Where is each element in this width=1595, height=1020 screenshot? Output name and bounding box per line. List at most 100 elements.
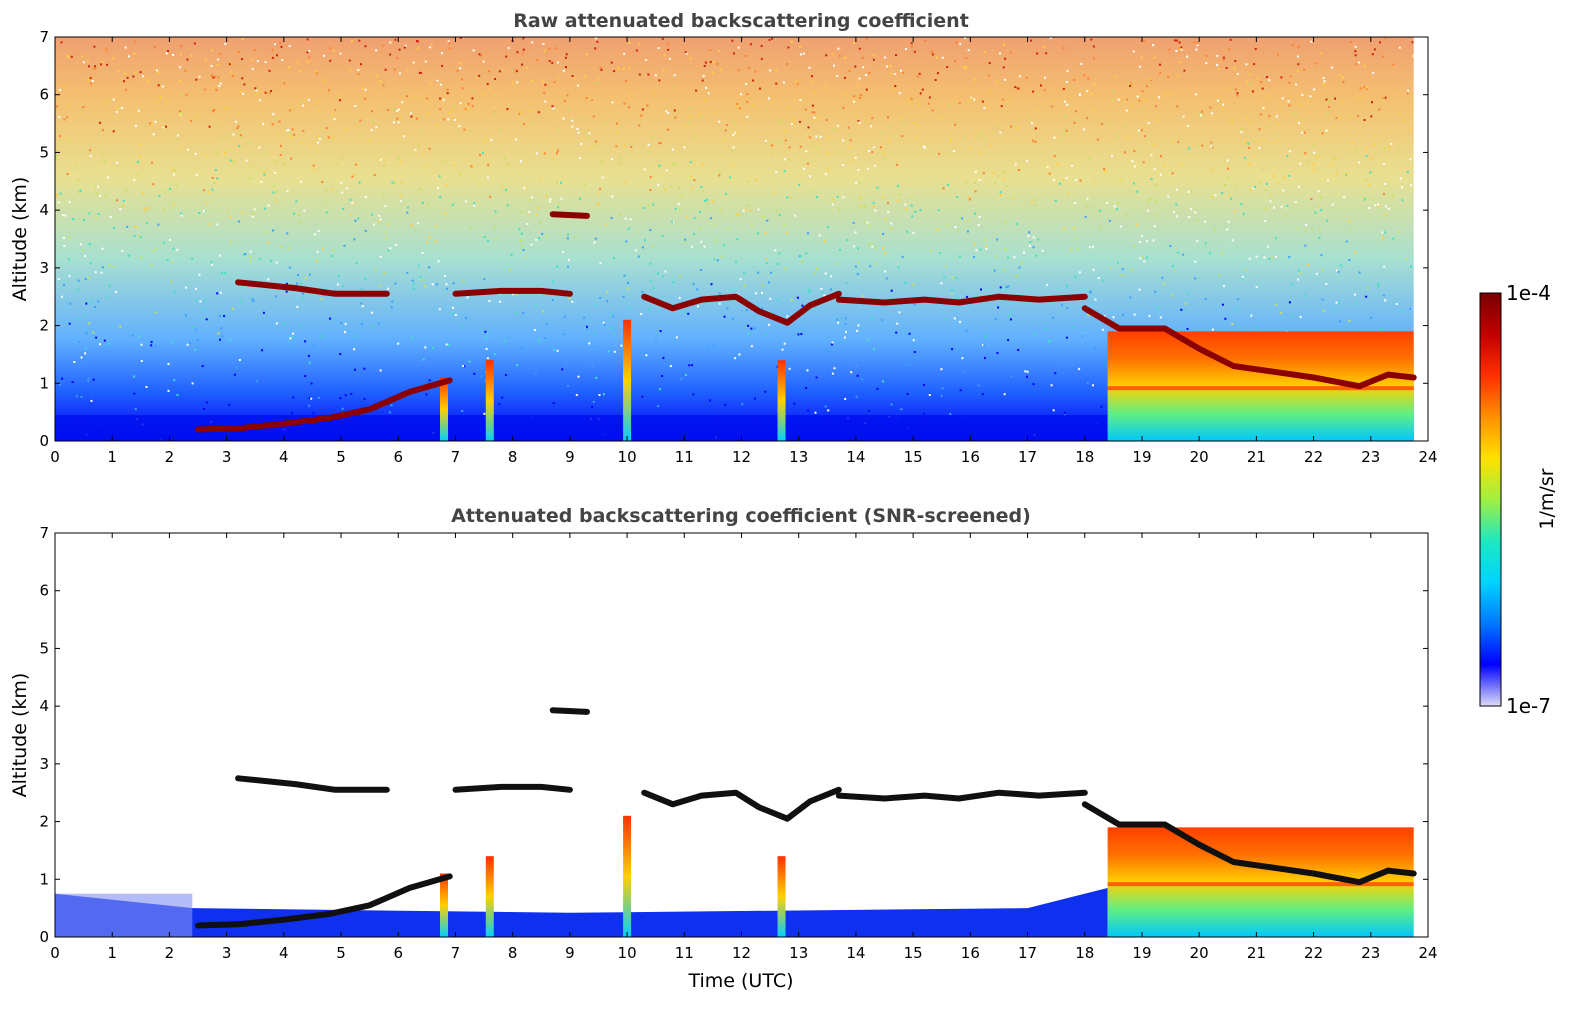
x-tick-label: 2 xyxy=(165,448,175,466)
x-tick-label: 5 xyxy=(336,944,346,962)
cloud-layer-5 xyxy=(195,873,453,929)
cloud-layer-1 xyxy=(452,783,573,793)
cloud-layer-3 xyxy=(835,789,1088,802)
y-tick-label: 7 xyxy=(39,524,49,542)
x-tick-label: 14 xyxy=(846,448,865,466)
y-tick-label: 5 xyxy=(39,143,49,161)
x-tick-label: 0 xyxy=(50,448,60,466)
plume-3 xyxy=(777,856,786,937)
raw-backscatter-panel: Raw attenuated backscattering coefficien… xyxy=(9,10,1438,466)
y-tick-label: 4 xyxy=(39,201,49,219)
raw-axes: 0 1 2 3 4 5 6 7 8 9 10 11 12 13 14 15 16 17 18 19 20 21 22 23 24… xyxy=(39,28,1437,466)
x-tick-label: 7 xyxy=(451,448,461,466)
aerosol-band xyxy=(1107,386,1414,391)
cloud-layer-3 xyxy=(835,293,1088,306)
raw-y-axis-label: Altitude (km) xyxy=(9,177,31,302)
cloud-layer-6 xyxy=(549,707,590,715)
plume-3 xyxy=(777,360,786,441)
colorbar-scale xyxy=(1479,292,1502,707)
y-tick-label: 2 xyxy=(39,813,49,831)
colorbar-min-label: 1e-7 xyxy=(1506,694,1551,718)
y-tick-label: 7 xyxy=(39,28,49,46)
x-tick-label: 10 xyxy=(618,448,637,466)
x-tick-label: 19 xyxy=(1132,944,1151,962)
cloud-layer-5 xyxy=(195,377,453,433)
plume-0 xyxy=(440,873,449,937)
x-tick-label: 23 xyxy=(1361,944,1380,962)
x-tick-label: 0 xyxy=(50,944,60,962)
plume-1 xyxy=(485,856,494,937)
x-tick-label: 7 xyxy=(451,944,461,962)
x-tick-label: 19 xyxy=(1132,448,1151,466)
raw-heatmap xyxy=(55,37,1428,441)
x-tick-label: 10 xyxy=(618,944,637,962)
x-tick-label: 22 xyxy=(1304,944,1323,962)
x-tick-label: 2 xyxy=(165,944,175,962)
x-tick-label: 3 xyxy=(222,448,232,466)
x-tick-label: 24 xyxy=(1418,448,1437,466)
x-tick-label: 6 xyxy=(393,448,403,466)
x-tick-label: 11 xyxy=(675,448,694,466)
colorbar-unit-label: 1/m/sr xyxy=(1536,468,1558,529)
x-tick-label: 16 xyxy=(961,448,980,466)
x-tick-label: 6 xyxy=(393,944,403,962)
y-tick-label: 3 xyxy=(39,259,49,277)
y-tick-label: 5 xyxy=(39,639,49,657)
y-tick-label: 1 xyxy=(39,374,49,392)
plume-0 xyxy=(440,377,449,441)
screened-backscatter-panel: Attenuated backscattering coefficient (S… xyxy=(9,505,1438,992)
x-tick-label: 11 xyxy=(675,944,694,962)
x-tick-label: 4 xyxy=(279,448,289,466)
screened-heatmap xyxy=(55,533,1428,937)
y-tick-label: 0 xyxy=(39,928,49,946)
cloud-layer-0 xyxy=(235,775,390,793)
plume-1 xyxy=(485,360,494,441)
x-tick-label: 21 xyxy=(1247,944,1266,962)
cloud-layer-0 xyxy=(235,279,390,297)
x-tick-label: 17 xyxy=(1018,944,1037,962)
screened-panel-title: Attenuated backscattering coefficient (S… xyxy=(451,505,1031,527)
cloud-layer-4 xyxy=(1081,801,1417,886)
x-tick-label: 12 xyxy=(732,944,751,962)
cloud-layer-2 xyxy=(641,290,842,326)
x-axis-label: Time (UTC) xyxy=(687,970,793,992)
x-tick-label: 18 xyxy=(1075,944,1094,962)
aerosol-band xyxy=(1107,882,1414,887)
y-tick-label: 4 xyxy=(39,697,49,715)
x-tick-label: 24 xyxy=(1418,944,1437,962)
y-tick-label: 6 xyxy=(39,86,49,104)
x-tick-label: 23 xyxy=(1361,448,1380,466)
x-tick-label: 9 xyxy=(565,448,575,466)
x-tick-label: 14 xyxy=(846,944,865,962)
x-tick-label: 1 xyxy=(107,944,117,962)
x-tick-label: 5 xyxy=(336,448,346,466)
cloud-layer-1 xyxy=(452,287,573,297)
x-tick-label: 1 xyxy=(107,448,117,466)
no-data-strip xyxy=(1413,37,1428,441)
x-tick-label: 21 xyxy=(1247,448,1266,466)
x-tick-label: 18 xyxy=(1075,448,1094,466)
x-tick-label: 20 xyxy=(1190,448,1209,466)
raw-panel-title: Raw attenuated backscattering coefficien… xyxy=(513,10,969,32)
aerosol-region xyxy=(1107,827,1414,937)
cloud-layer-6 xyxy=(549,211,590,219)
cloud-layer-2 xyxy=(641,786,842,822)
x-tick-label: 13 xyxy=(789,448,808,466)
y-tick-label: 1 xyxy=(39,870,49,888)
y-tick-label: 3 xyxy=(39,755,49,773)
x-tick-label: 3 xyxy=(222,944,232,962)
x-tick-label: 15 xyxy=(904,944,923,962)
screened-axes: 0 1 2 3 4 5 6 7 8 9 10 11 12 13 14 15 16 17 18 19 20 21 22 23 24… xyxy=(39,524,1437,962)
x-tick-label: 22 xyxy=(1304,448,1323,466)
boundary-layer xyxy=(55,887,1108,937)
cloud-layer-4 xyxy=(1081,305,1417,390)
x-tick-label: 8 xyxy=(508,944,518,962)
x-tick-label: 4 xyxy=(279,944,289,962)
x-tick-label: 16 xyxy=(961,944,980,962)
x-tick-label: 9 xyxy=(565,944,575,962)
faint-layer xyxy=(55,893,193,937)
x-tick-label: 8 xyxy=(508,448,518,466)
y-tick-label: 2 xyxy=(39,317,49,335)
screened-y-axis-label: Altitude (km) xyxy=(9,673,31,798)
